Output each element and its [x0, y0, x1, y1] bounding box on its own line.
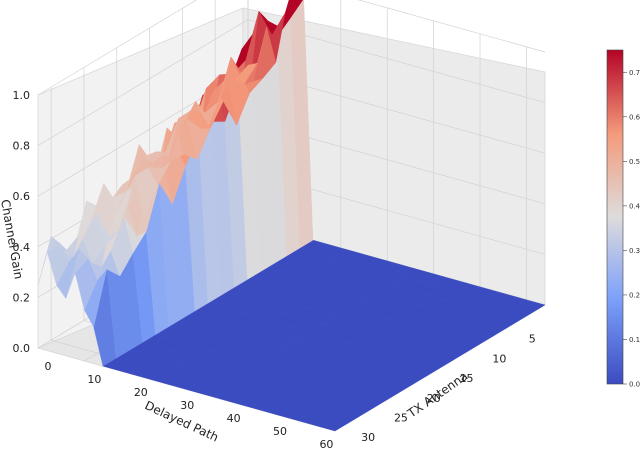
colorbar-tick-label: 0.2: [629, 291, 640, 299]
colorbar-tick-label: 0.1: [629, 336, 640, 344]
z-tick-label: 0.0: [13, 342, 31, 355]
x-tick-label: 30: [180, 399, 194, 412]
x-tick-label: 0: [45, 360, 52, 373]
colorbar: 0.0 0.1 0.2 0.3 0.4 0.5 0.6 0.7: [606, 49, 640, 389]
x-tick-label: 10: [87, 373, 101, 386]
colorbar-tick-label: 0.0: [629, 381, 640, 389]
z-tick-label: 0.4: [13, 241, 31, 254]
y-tick-label: 20: [427, 392, 441, 405]
x-tick-label: 20: [134, 386, 148, 399]
y-tick-label: 25: [394, 411, 408, 424]
x-tick-label: 60: [319, 438, 333, 451]
y-tick-label: 30: [361, 431, 375, 444]
z-tick-label: 0.8: [13, 140, 31, 153]
colorbar-tick-label: 0.3: [629, 247, 640, 255]
x-tick-label: 40: [227, 412, 241, 425]
z-tick-label: 0.2: [13, 291, 31, 304]
surface: [37, 0, 546, 432]
colorbar-tick-label: 0.5: [629, 158, 640, 166]
y-tick-label: 10: [492, 352, 506, 365]
colorbar-gradient: [606, 49, 624, 385]
y-tick-label: 5: [529, 333, 536, 346]
x-tick-label: 50: [273, 425, 287, 438]
z-tick-label: 0.6: [13, 190, 31, 203]
colorbar-ticks: 0.0 0.1 0.2 0.3 0.4 0.5 0.6 0.7: [623, 69, 640, 389]
gridline: [357, 0, 546, 53]
colorbar-tick-label: 0.6: [629, 113, 640, 121]
y-tick-label: 15: [460, 372, 474, 385]
axis-ticks: 0 10 20 30 40 50 60 5 10 15 20 25 30 0.0 0.2 0.4 0.6 0.8 1…: [13, 89, 536, 451]
colorbar-tick-label: 0.4: [629, 202, 640, 210]
colorbar-tick-label: 0.7: [629, 69, 640, 77]
z-axis-label: Channel Gain: [0, 198, 26, 280]
z-tick-label: 1.0: [13, 89, 31, 102]
gridline: [37, 19, 249, 146]
gridline: [37, 0, 198, 96]
surface-patch: [234, 62, 258, 85]
